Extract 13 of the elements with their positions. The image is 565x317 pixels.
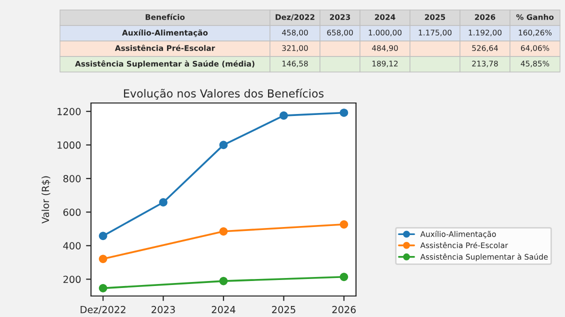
- x-tick-label: 2024: [212, 306, 236, 314]
- y-tick-label: 1200: [58, 108, 81, 116]
- y-tick-label: 1000: [58, 141, 81, 149]
- x-tick-label: 2025: [272, 306, 296, 314]
- y-tick-label: 600: [63, 208, 81, 216]
- y-tick-label: 400: [63, 242, 81, 250]
- chart-title: Evolução nos Valores dos Benefícios: [124, 88, 324, 100]
- x-tick-label: 2023: [152, 306, 175, 314]
- y-tick-label: 800: [63, 175, 81, 182]
- y-axis-title: Valor (R$): [42, 176, 50, 224]
- y-tick-label: 200: [63, 276, 81, 284]
- x-tick-label: 2026: [332, 306, 356, 314]
- x-tick-label: Dez/2022: [80, 306, 126, 314]
